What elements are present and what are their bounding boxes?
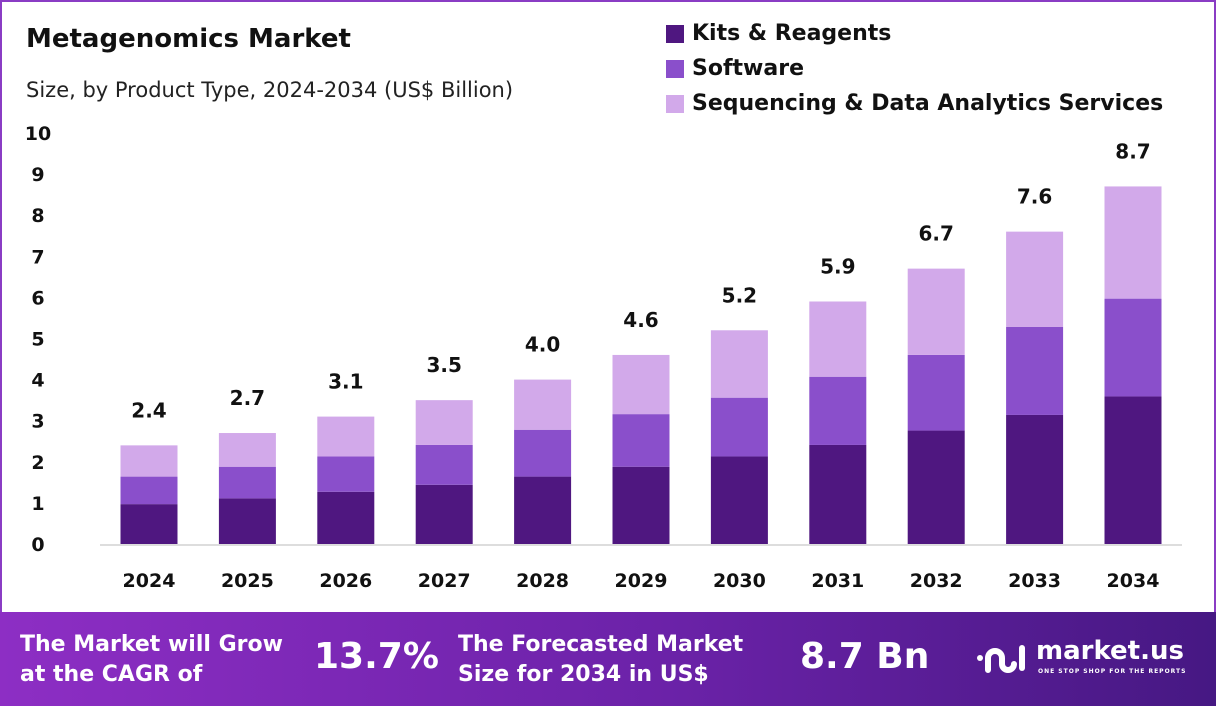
- bar-segment-services: [612, 354, 670, 415]
- legend-item-software: Software: [666, 51, 1163, 86]
- y-tick-label: 0: [31, 534, 44, 556]
- x-tick-label: 2032: [910, 570, 963, 592]
- cagr-label-line1: The Market will Grow: [20, 632, 283, 657]
- x-tick-label: 2029: [615, 570, 668, 592]
- bar-segment-kits: [809, 444, 867, 544]
- x-tick-label: 2027: [418, 570, 471, 592]
- total-data-label: 4.0: [525, 333, 560, 357]
- x-tick-label: 2025: [221, 570, 274, 592]
- x-tick-label: 2031: [811, 570, 864, 592]
- bar-segment-services: [218, 433, 276, 467]
- bar-segment-software: [710, 397, 768, 457]
- x-tick-label: 2034: [1107, 570, 1160, 592]
- chart-title: Metagenomics Market: [26, 24, 351, 54]
- legend-label: Software: [692, 56, 804, 81]
- bar-segment-kits: [218, 498, 276, 544]
- cagr-label-line2: at the CAGR of: [20, 662, 203, 687]
- y-tick-label: 6: [31, 287, 44, 309]
- bar-segment-services: [1006, 231, 1064, 327]
- bar-segment-kits: [612, 466, 670, 544]
- bar-segment-services: [317, 416, 375, 457]
- bar-segment-services: [1104, 186, 1162, 299]
- legend-label: Kits & Reagents: [692, 21, 892, 46]
- bar-segment-kits: [710, 456, 768, 544]
- bar-segment-software: [809, 376, 867, 445]
- bar-segment-kits: [415, 484, 473, 544]
- bar-segment-services: [120, 445, 178, 477]
- bar-segment-software: [317, 456, 375, 492]
- total-data-label: 2.7: [230, 386, 265, 410]
- x-tick-label: 2033: [1008, 570, 1061, 592]
- legend-label: Sequencing & Data Analytics Services: [692, 91, 1164, 116]
- bar-segment-kits: [514, 476, 572, 544]
- total-data-label: 5.9: [820, 255, 855, 279]
- bar-segment-kits: [907, 430, 965, 544]
- brand-name: market.us: [1036, 636, 1184, 666]
- bar-chart: 0 1 2 3 4 5 6 7 8 9 10 2.4 2024 2.7 2025 3.1 2026 3.5 2027…: [25, 123, 1182, 592]
- total-data-label: 4.6: [623, 308, 658, 332]
- bar-segment-software: [120, 476, 178, 505]
- x-tick-label: 2028: [516, 570, 569, 592]
- bar-segment-services: [710, 330, 768, 398]
- bar-segment-services: [907, 268, 965, 355]
- bar-segment-kits: [1006, 414, 1064, 544]
- forecast-value: 8.7 Bn: [800, 636, 930, 677]
- y-tick-label: 4: [31, 370, 44, 392]
- forecast-label: The Forecasted Market Size for 2034 in U…: [458, 630, 743, 690]
- y-tick-label: 1: [31, 493, 44, 515]
- bar-segment-software: [1006, 326, 1064, 415]
- total-data-label: 3.1: [328, 370, 363, 394]
- legend-swatch: [666, 59, 684, 78]
- y-tick-label: 9: [31, 164, 44, 186]
- footer-banner: The Market will Grow at the CAGR of 13.7…: [0, 612, 1216, 706]
- bar-segment-software: [612, 414, 670, 467]
- y-tick-label: 7: [31, 246, 44, 268]
- x-tick-label: 2026: [319, 570, 372, 592]
- legend: Kits & Reagents Software Sequencing & Da…: [666, 16, 1163, 121]
- bar-segment-kits: [120, 504, 178, 544]
- bar-segment-software: [514, 429, 572, 477]
- legend-item-services: Sequencing & Data Analytics Services: [666, 86, 1163, 121]
- bar-segment-services: [514, 379, 572, 430]
- total-data-label: 8.7: [1115, 139, 1150, 163]
- y-tick-label: 5: [31, 329, 44, 351]
- y-tick-label: 2: [31, 452, 44, 474]
- forecast-label-line1: The Forecasted Market: [458, 632, 744, 657]
- x-tick-label: 2024: [123, 570, 176, 592]
- y-tick-label: 10: [25, 123, 51, 145]
- brand-logo: market.us ONE STOP SHOP FOR THE REPORTS: [976, 636, 1185, 680]
- bar-segment-services: [809, 301, 867, 377]
- cagr-label: The Market will Grow at the CAGR of: [20, 630, 283, 690]
- forecast-label-line2: Size for 2034 in US$: [458, 662, 709, 687]
- chart-subtitle: Size, by Product Type, 2024-2034 (US$ Bi…: [26, 78, 514, 102]
- bar-segment-software: [415, 444, 473, 485]
- bar-segment-software: [218, 466, 276, 499]
- bar-segment-software: [1104, 298, 1162, 397]
- total-data-label: 7.6: [1017, 185, 1052, 209]
- y-tick-label: 3: [31, 411, 44, 433]
- y-tick-label: 8: [31, 205, 44, 227]
- legend-swatch: [666, 94, 684, 113]
- total-data-label: 5.2: [722, 283, 757, 307]
- bar-segment-kits: [317, 491, 375, 544]
- x-tick-label: 2030: [713, 570, 766, 592]
- bar-segment-kits: [1104, 396, 1162, 544]
- total-data-label: 6.7: [918, 222, 953, 246]
- total-data-label: 2.4: [131, 398, 166, 422]
- market-us-logo-icon: [977, 645, 1025, 673]
- total-data-label: 3.5: [426, 353, 461, 377]
- bar-segment-software: [907, 354, 965, 431]
- brand-tagline: ONE STOP SHOP FOR THE REPORTS: [1038, 668, 1187, 675]
- legend-item-kits: Kits & Reagents: [666, 16, 1163, 51]
- legend-swatch: [666, 24, 684, 43]
- bar-segment-services: [415, 400, 473, 445]
- cagr-value: 13.7%: [314, 636, 439, 677]
